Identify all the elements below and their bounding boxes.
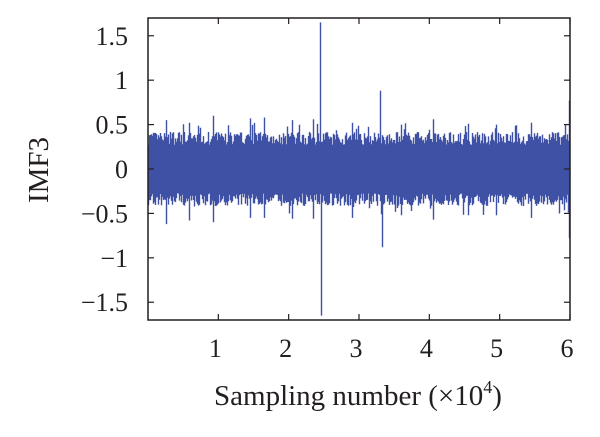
axis-ticks xyxy=(148,18,571,320)
x-tick-labels: 1 2 3 4 5 6 xyxy=(209,334,574,363)
y-axis-title: IMF3 xyxy=(23,137,55,203)
imf3-signal-trace xyxy=(147,22,571,316)
x-axis-title: Sampling number (×104) xyxy=(214,377,502,412)
x-axis-title-suffix: ) xyxy=(492,380,502,412)
x-tick-label: 3 xyxy=(350,334,363,363)
x-axis-title-prefix: Sampling number (×10 xyxy=(214,380,483,412)
y-tick-labels: 1.5 1 0.5 0 −0.5 −1 −1.5 xyxy=(81,22,128,317)
y-tick-label: 0.5 xyxy=(96,111,129,140)
y-tick-label: −0.5 xyxy=(81,199,128,228)
y-tick-label: −1 xyxy=(100,244,128,273)
signal-line xyxy=(147,22,571,316)
y-tick-label: 1 xyxy=(115,66,128,95)
x-tick-label: 2 xyxy=(279,334,292,363)
x-tick-label: 6 xyxy=(561,334,574,363)
x-tick-label: 1 xyxy=(209,334,222,363)
y-tick-label: 0 xyxy=(115,155,128,184)
y-tick-label: 1.5 xyxy=(96,22,129,51)
x-tick-label: 5 xyxy=(490,334,503,363)
y-tick-label: −1.5 xyxy=(81,288,128,317)
x-axis-title-exponent: 4 xyxy=(483,377,492,397)
x-tick-label: 4 xyxy=(420,334,433,363)
